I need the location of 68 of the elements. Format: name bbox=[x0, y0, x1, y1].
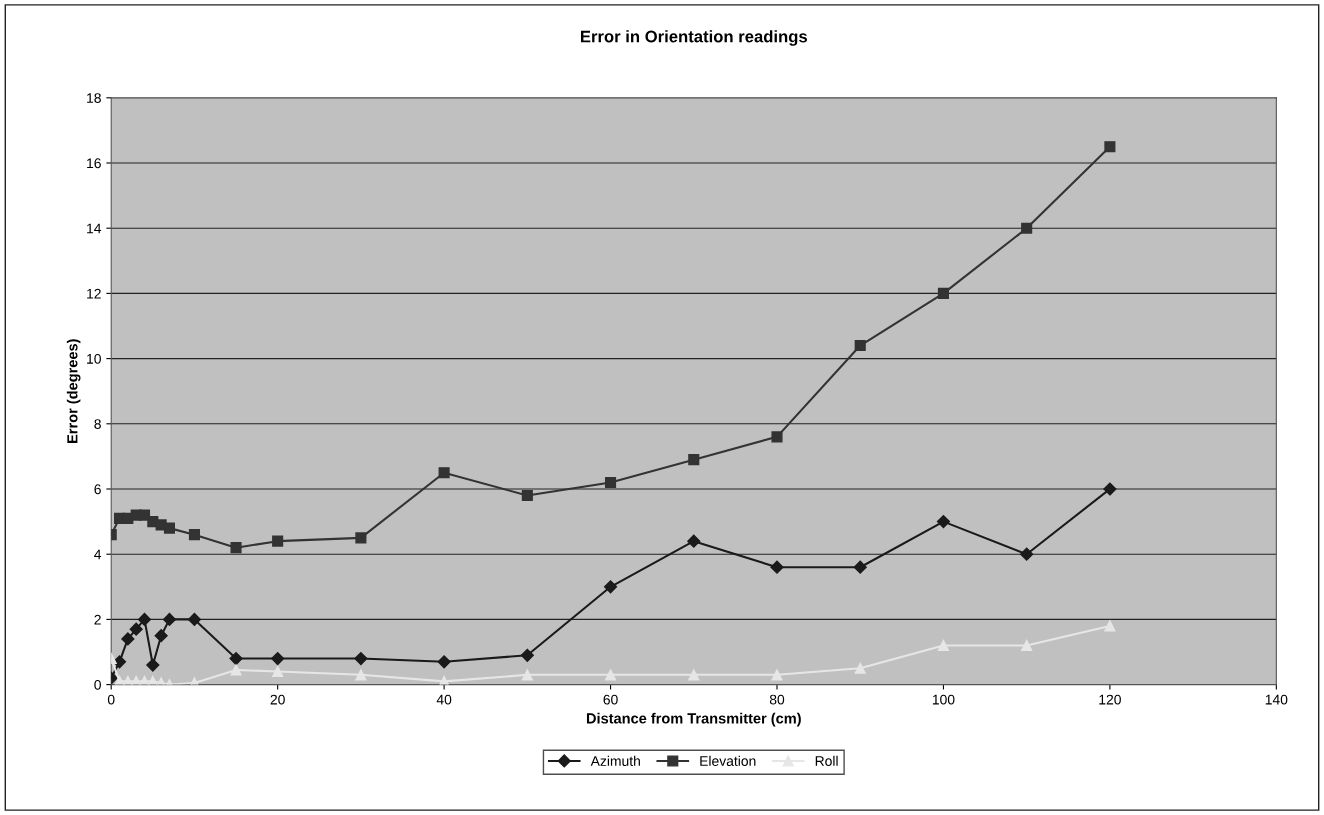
point bbox=[187, 612, 202, 626]
point bbox=[603, 580, 618, 594]
point bbox=[271, 651, 285, 666]
chart-title: Error in Orientation readings bbox=[580, 30, 808, 46]
legend-label: Azimuth bbox=[590, 755, 640, 766]
point bbox=[154, 629, 168, 643]
point bbox=[230, 664, 242, 676]
point bbox=[770, 560, 784, 574]
y-tick-label: 12 bbox=[87, 288, 101, 299]
point bbox=[853, 560, 867, 574]
point bbox=[937, 639, 950, 652]
point bbox=[355, 669, 367, 681]
point bbox=[162, 612, 177, 626]
point bbox=[936, 515, 951, 529]
point bbox=[1104, 141, 1116, 153]
point bbox=[521, 489, 533, 502]
x-tick-label: 140 bbox=[1265, 694, 1288, 705]
y-tick-label: 2 bbox=[94, 614, 101, 625]
point bbox=[771, 669, 783, 681]
point bbox=[354, 651, 368, 666]
point bbox=[230, 542, 242, 554]
point bbox=[121, 632, 135, 646]
point bbox=[272, 666, 284, 678]
point bbox=[521, 669, 533, 681]
point bbox=[355, 532, 367, 544]
point bbox=[604, 476, 617, 489]
x-tick-label: 20 bbox=[270, 694, 285, 705]
point bbox=[1021, 222, 1033, 234]
point bbox=[604, 669, 617, 681]
y-tick-label: 14 bbox=[87, 223, 102, 234]
point bbox=[520, 648, 534, 662]
point bbox=[771, 431, 783, 443]
point bbox=[937, 287, 950, 299]
y-tick-label: 0 bbox=[94, 679, 101, 690]
point bbox=[688, 454, 700, 466]
point bbox=[188, 529, 200, 541]
point bbox=[1103, 482, 1117, 496]
x-tick-label: 80 bbox=[769, 694, 785, 705]
point bbox=[687, 534, 701, 548]
legend-label: Roll bbox=[815, 755, 838, 766]
y-tick-label: 18 bbox=[87, 93, 101, 103]
point bbox=[438, 467, 450, 479]
x-axis-title: Distance from Transmitter (cm) bbox=[586, 712, 801, 727]
point bbox=[854, 662, 866, 674]
point bbox=[229, 651, 243, 666]
y-tick-label: 8 bbox=[94, 419, 101, 429]
point bbox=[437, 655, 451, 669]
point bbox=[1021, 639, 1033, 652]
legend-label: Elevation bbox=[700, 755, 756, 766]
point bbox=[1020, 547, 1034, 561]
x-tick-label: 120 bbox=[1099, 694, 1121, 705]
point bbox=[854, 340, 866, 352]
x-tick-label: 40 bbox=[436, 694, 452, 705]
y-tick-label: 4 bbox=[94, 549, 102, 560]
point bbox=[146, 658, 160, 672]
y-tick-label: 10 bbox=[87, 353, 101, 364]
x-tick-label: 100 bbox=[932, 694, 955, 705]
x-tick-label: 0 bbox=[107, 694, 115, 705]
point bbox=[163, 522, 176, 534]
y-axis-title: Error (degrees) bbox=[66, 339, 81, 443]
point bbox=[1104, 620, 1116, 632]
point bbox=[688, 669, 700, 681]
y-tick-label: 16 bbox=[87, 158, 101, 169]
point bbox=[129, 622, 143, 636]
point bbox=[272, 535, 284, 547]
x-tick-label: 60 bbox=[603, 694, 618, 705]
y-tick-label: 6 bbox=[94, 484, 101, 495]
point bbox=[137, 612, 152, 626]
